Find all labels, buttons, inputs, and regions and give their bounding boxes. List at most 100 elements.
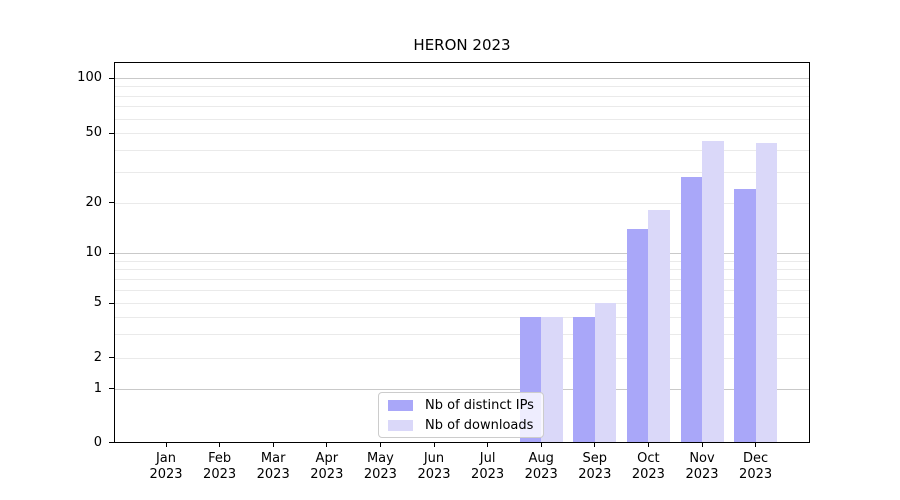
x-tick-apr (326, 443, 328, 447)
y-tick-label-0: 0 (93, 434, 102, 450)
x-tick-sep (594, 443, 596, 447)
x-label-month: Nov (689, 451, 715, 466)
y-tick-label-2: 2 (93, 349, 102, 365)
bar-distinct-ips-dec (734, 188, 756, 443)
gridline-minor-7 (115, 279, 809, 281)
legend-item-downloads: Nb of downloads (385, 415, 537, 435)
x-tick-label-feb: Feb 2023 (188, 451, 252, 483)
bar-distinct-ips-oct (626, 228, 649, 443)
x-label-month: Feb (208, 451, 232, 466)
x-label-year: 2023 (149, 467, 183, 482)
x-tick-nov (701, 443, 703, 447)
y-tick-1 (109, 388, 114, 389)
x-tick-label-mar: Mar 2023 (241, 451, 305, 483)
bar-downloads-aug (541, 316, 563, 443)
x-label-month: Mar (260, 451, 286, 466)
x-label-month: May (366, 451, 394, 466)
x-label-year: 2023 (524, 467, 558, 482)
gridline-minor-90 (115, 86, 809, 88)
y-tick-2 (109, 357, 114, 359)
legend-swatch-downloads (388, 419, 413, 431)
bar-downloads-nov (702, 141, 724, 443)
x-tick-oct (647, 443, 649, 447)
gridline-minor-3 (115, 333, 809, 335)
x-tick-label-jul: Jul 2023 (456, 451, 520, 483)
gridline-minor-9 (115, 260, 809, 262)
bar-distinct-ips-nov (680, 177, 702, 443)
y-tick-label-1: 1 (93, 380, 102, 396)
x-tick-label-apr: Apr 2023 (295, 451, 359, 483)
x-tick-may (379, 443, 381, 447)
bar-downloads-oct (648, 210, 670, 443)
x-tick-label-sep: Sep 2023 (563, 451, 627, 483)
legend-label-downloads: Nb of downloads (425, 417, 534, 433)
gridline-major-10 (115, 253, 809, 255)
gridline-minor-6 (115, 290, 809, 292)
gridline-minor-30 (115, 171, 809, 173)
x-tick-dec (755, 443, 757, 447)
gridline-minor-20 (115, 202, 809, 204)
x-label-month: Apr (315, 451, 339, 466)
y-tick-20 (109, 202, 114, 204)
x-label-year: 2023 (685, 467, 719, 482)
x-label-year: 2023 (256, 467, 290, 482)
x-label-year: 2023 (578, 467, 612, 482)
x-label-year: 2023 (417, 467, 451, 482)
x-tick-label-oct: Oct 2023 (616, 451, 680, 483)
y-tick-0 (109, 442, 114, 443)
gridline-major-1 (115, 388, 809, 390)
gridline-minor-70 (115, 106, 809, 108)
gridline-minor-50 (115, 133, 809, 134)
y-tick-5 (109, 302, 114, 304)
x-tick-jan (165, 443, 167, 447)
x-tick-label-jan: Jan 2023 (134, 451, 198, 483)
y-tick-50 (109, 132, 114, 134)
x-label-year: 2023 (631, 467, 665, 482)
x-label-month: Oct (637, 451, 660, 466)
x-label-year: 2023 (363, 467, 397, 482)
bar-distinct-ips-sep (573, 316, 595, 443)
gridline-minor-2 (115, 357, 809, 359)
y-tick-label-50: 50 (85, 125, 102, 140)
x-label-year: 2023 (310, 467, 344, 482)
x-tick-label-dec: Dec 2023 (724, 451, 788, 483)
y-tick-label-20: 20 (85, 194, 102, 210)
gridline-minor-60 (115, 118, 809, 120)
chart-title: HERON 2023 (413, 36, 511, 54)
x-label-year: 2023 (739, 467, 773, 482)
bar-downloads-sep (594, 303, 617, 443)
plot-area (114, 62, 810, 443)
x-tick-mar (272, 443, 274, 447)
x-tick-jul (487, 443, 489, 447)
x-label-month: Dec (743, 451, 769, 466)
gridline-minor-8 (115, 269, 809, 271)
x-tick-feb (219, 443, 221, 447)
x-label-month: Jun (423, 451, 445, 466)
x-label-year: 2023 (203, 467, 237, 482)
gridline-major-100 (115, 78, 809, 79)
legend-item-distinct-ips: Nb of distinct IPs (385, 395, 537, 415)
legend-label-distinct-ips: Nb of distinct IPs (425, 397, 534, 413)
x-tick-label-may: May 2023 (348, 451, 412, 483)
y-tick-100 (109, 77, 114, 79)
gridline-minor-4 (115, 316, 809, 318)
y-tick-label-100: 100 (77, 70, 102, 85)
x-tick-jun (433, 443, 435, 447)
legend: Nb of distinct IPs Nb of downloads (378, 392, 544, 438)
y-tick-label-10: 10 (85, 245, 102, 261)
x-label-month: Jul (479, 451, 496, 466)
x-label-month: Jan (155, 451, 177, 466)
gridline-minor-40 (115, 149, 809, 151)
x-tick-label-nov: Nov 2023 (670, 451, 734, 483)
bar-downloads-dec (755, 142, 778, 443)
gridline-minor-80 (115, 95, 809, 97)
legend-swatch-distinct-ips (388, 399, 413, 411)
x-tick-aug (540, 443, 542, 447)
x-tick-label-aug: Aug 2023 (509, 451, 573, 483)
gridline-minor-5 (115, 303, 809, 305)
x-tick-label-jun: Jun 2023 (402, 451, 466, 483)
y-tick-label-5: 5 (93, 295, 102, 311)
x-label-month: Sep (582, 451, 608, 466)
x-label-year: 2023 (471, 467, 505, 482)
